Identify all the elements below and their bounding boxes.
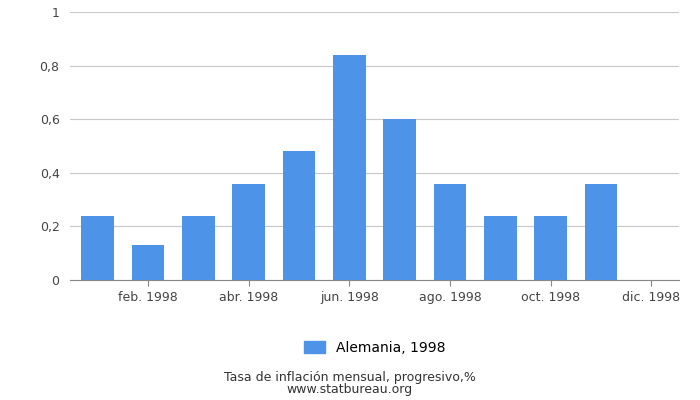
Bar (81, 216, 114, 280)
Bar (132, 245, 164, 280)
Text: Tasa de inflación mensual, progresivo,%: Tasa de inflación mensual, progresivo,% (224, 371, 476, 384)
Bar (534, 216, 567, 280)
Bar (333, 55, 365, 280)
Text: www.statbureau.org: www.statbureau.org (287, 383, 413, 396)
Bar (232, 184, 265, 280)
Bar (182, 216, 215, 280)
Bar (384, 119, 416, 280)
Bar (283, 151, 316, 280)
Bar (433, 184, 466, 280)
Bar (584, 184, 617, 280)
Bar (484, 216, 517, 280)
Legend: Alemania, 1998: Alemania, 1998 (298, 335, 451, 360)
